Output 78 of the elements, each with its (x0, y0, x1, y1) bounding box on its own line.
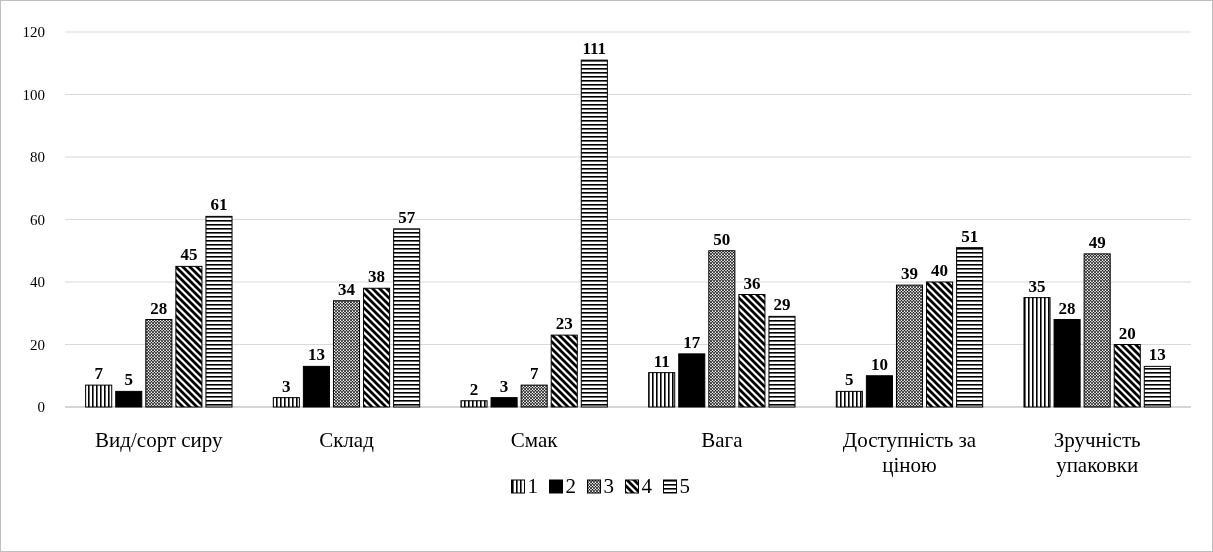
y-tick-label: 100 (22, 86, 45, 103)
x-tick-label: Вид/сорт сиру (95, 428, 224, 452)
bar (678, 353, 706, 408)
x-tick-label: Зручність упаковки (1053, 428, 1141, 477)
data-label: 29 (773, 295, 791, 315)
data-label: 34 (338, 279, 356, 299)
bar (205, 215, 233, 408)
y-tick-label: 60 (30, 211, 45, 228)
data-label: 35 (1028, 276, 1046, 296)
data-label: 5 (845, 370, 854, 390)
bar (332, 300, 361, 408)
data-label: 111 (582, 39, 607, 59)
data-label: 28 (1058, 298, 1076, 318)
bar (272, 397, 300, 408)
y-tick-label: 0 (37, 399, 45, 415)
bar (175, 265, 203, 408)
bar (768, 315, 796, 408)
bar (956, 247, 984, 408)
bar (1143, 365, 1171, 408)
bar (1053, 319, 1081, 408)
legend-label: 2 (565, 474, 576, 498)
bar (460, 400, 488, 408)
data-label: 50 (713, 229, 731, 249)
data-label: 3 (282, 376, 291, 396)
bar (835, 390, 863, 408)
data-label: 57 (398, 207, 416, 227)
data-label: 28 (150, 298, 168, 318)
data-label: 13 (307, 345, 325, 365)
y-tick-label: 40 (30, 274, 45, 290)
bar (580, 59, 608, 408)
data-label: 11 (653, 351, 670, 371)
data-label: 49 (1088, 232, 1106, 252)
x-tick-label: Вага (701, 428, 744, 452)
data-label: 36 (743, 273, 761, 293)
legend-label: 5 (679, 474, 690, 498)
legend-label: 3 (603, 474, 614, 498)
data-label: 7 (94, 364, 104, 384)
bar (1083, 253, 1111, 408)
legend-label: 1 (527, 474, 538, 498)
y-tick-label: 20 (30, 336, 45, 353)
data-label: 10 (870, 354, 888, 374)
y-tick-label: 120 (22, 24, 45, 40)
data-label: 23 (555, 314, 573, 334)
x-tick-label: Доступність за ціною (842, 428, 977, 477)
data-label: 2 (469, 379, 479, 399)
data-label: 17 (683, 332, 701, 352)
data-label: 51 (961, 226, 979, 246)
data-label: 39 (901, 264, 918, 284)
bar (490, 397, 518, 408)
legend-label: 4 (641, 474, 653, 498)
bar (85, 384, 113, 408)
bar (648, 372, 676, 408)
x-tick-label: Смак (510, 428, 559, 452)
data-label: 5 (124, 370, 134, 390)
data-label: 13 (1148, 345, 1166, 365)
data-label: 38 (368, 267, 386, 287)
data-label: 61 (210, 195, 228, 215)
bar (708, 250, 736, 408)
bar (550, 334, 578, 408)
bar (926, 281, 954, 408)
bar (520, 384, 548, 408)
bar (865, 375, 893, 408)
bar (393, 228, 421, 408)
bar (895, 284, 924, 408)
bar (738, 294, 766, 408)
bar (145, 319, 173, 408)
bar (302, 365, 330, 408)
data-label: 40 (931, 261, 949, 280)
data-label: 45 (180, 245, 198, 265)
bar (1023, 297, 1051, 408)
data-label: 20 (1118, 323, 1136, 343)
bar (115, 390, 143, 408)
data-label: 3 (499, 376, 509, 396)
y-tick-label: 80 (30, 149, 45, 165)
bar (1113, 344, 1141, 408)
bar (363, 287, 391, 408)
x-tick-label: Склад (319, 428, 375, 452)
data-label: 7 (529, 364, 539, 384)
